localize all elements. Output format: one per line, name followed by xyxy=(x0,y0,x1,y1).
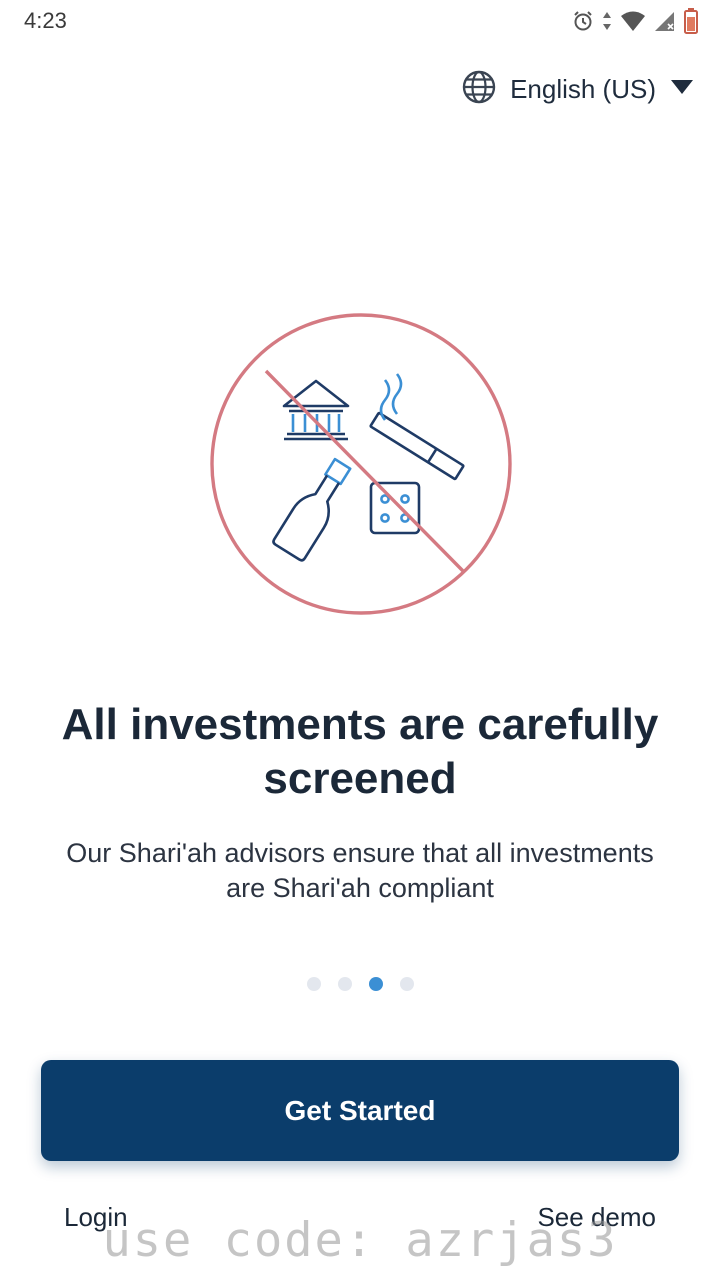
wifi-icon xyxy=(620,10,646,32)
caret-down-icon xyxy=(670,79,694,100)
data-arrows-icon xyxy=(602,10,612,32)
signal-icon xyxy=(654,10,676,32)
status-time: 4:23 xyxy=(24,8,67,33)
dice-icon xyxy=(369,481,421,535)
language-selector[interactable]: English (US) xyxy=(462,70,694,108)
page-dot-1[interactable] xyxy=(306,977,321,991)
status-bar: 4:23 xyxy=(0,0,720,44)
prohibited-items-illustration xyxy=(205,308,517,620)
bank-icon xyxy=(282,379,350,441)
status-icons xyxy=(572,8,698,34)
get-started-button[interactable]: Get Started xyxy=(41,1060,679,1161)
page-dot-2[interactable] xyxy=(337,977,352,991)
see-demo-link[interactable]: See demo xyxy=(537,1202,656,1232)
page-indicator xyxy=(0,977,720,991)
battery-low-icon xyxy=(684,8,698,34)
bottle-icon xyxy=(272,457,352,562)
globe-icon xyxy=(462,70,496,109)
login-link[interactable]: Login xyxy=(64,1202,128,1232)
onboarding-subtext: Our Shari'ah advisors ensure that all in… xyxy=(66,838,654,903)
prohibited-sign-icon xyxy=(210,313,512,615)
page-dot-3-active[interactable] xyxy=(368,977,383,991)
page-dot-4[interactable] xyxy=(399,977,414,991)
cigarette-icon xyxy=(369,373,465,481)
alarm-icon xyxy=(572,10,594,32)
language-label: English (US) xyxy=(510,73,656,104)
onboarding-headline: All investments are carefully screened xyxy=(61,700,659,803)
get-started-label: Get Started xyxy=(284,1094,436,1126)
